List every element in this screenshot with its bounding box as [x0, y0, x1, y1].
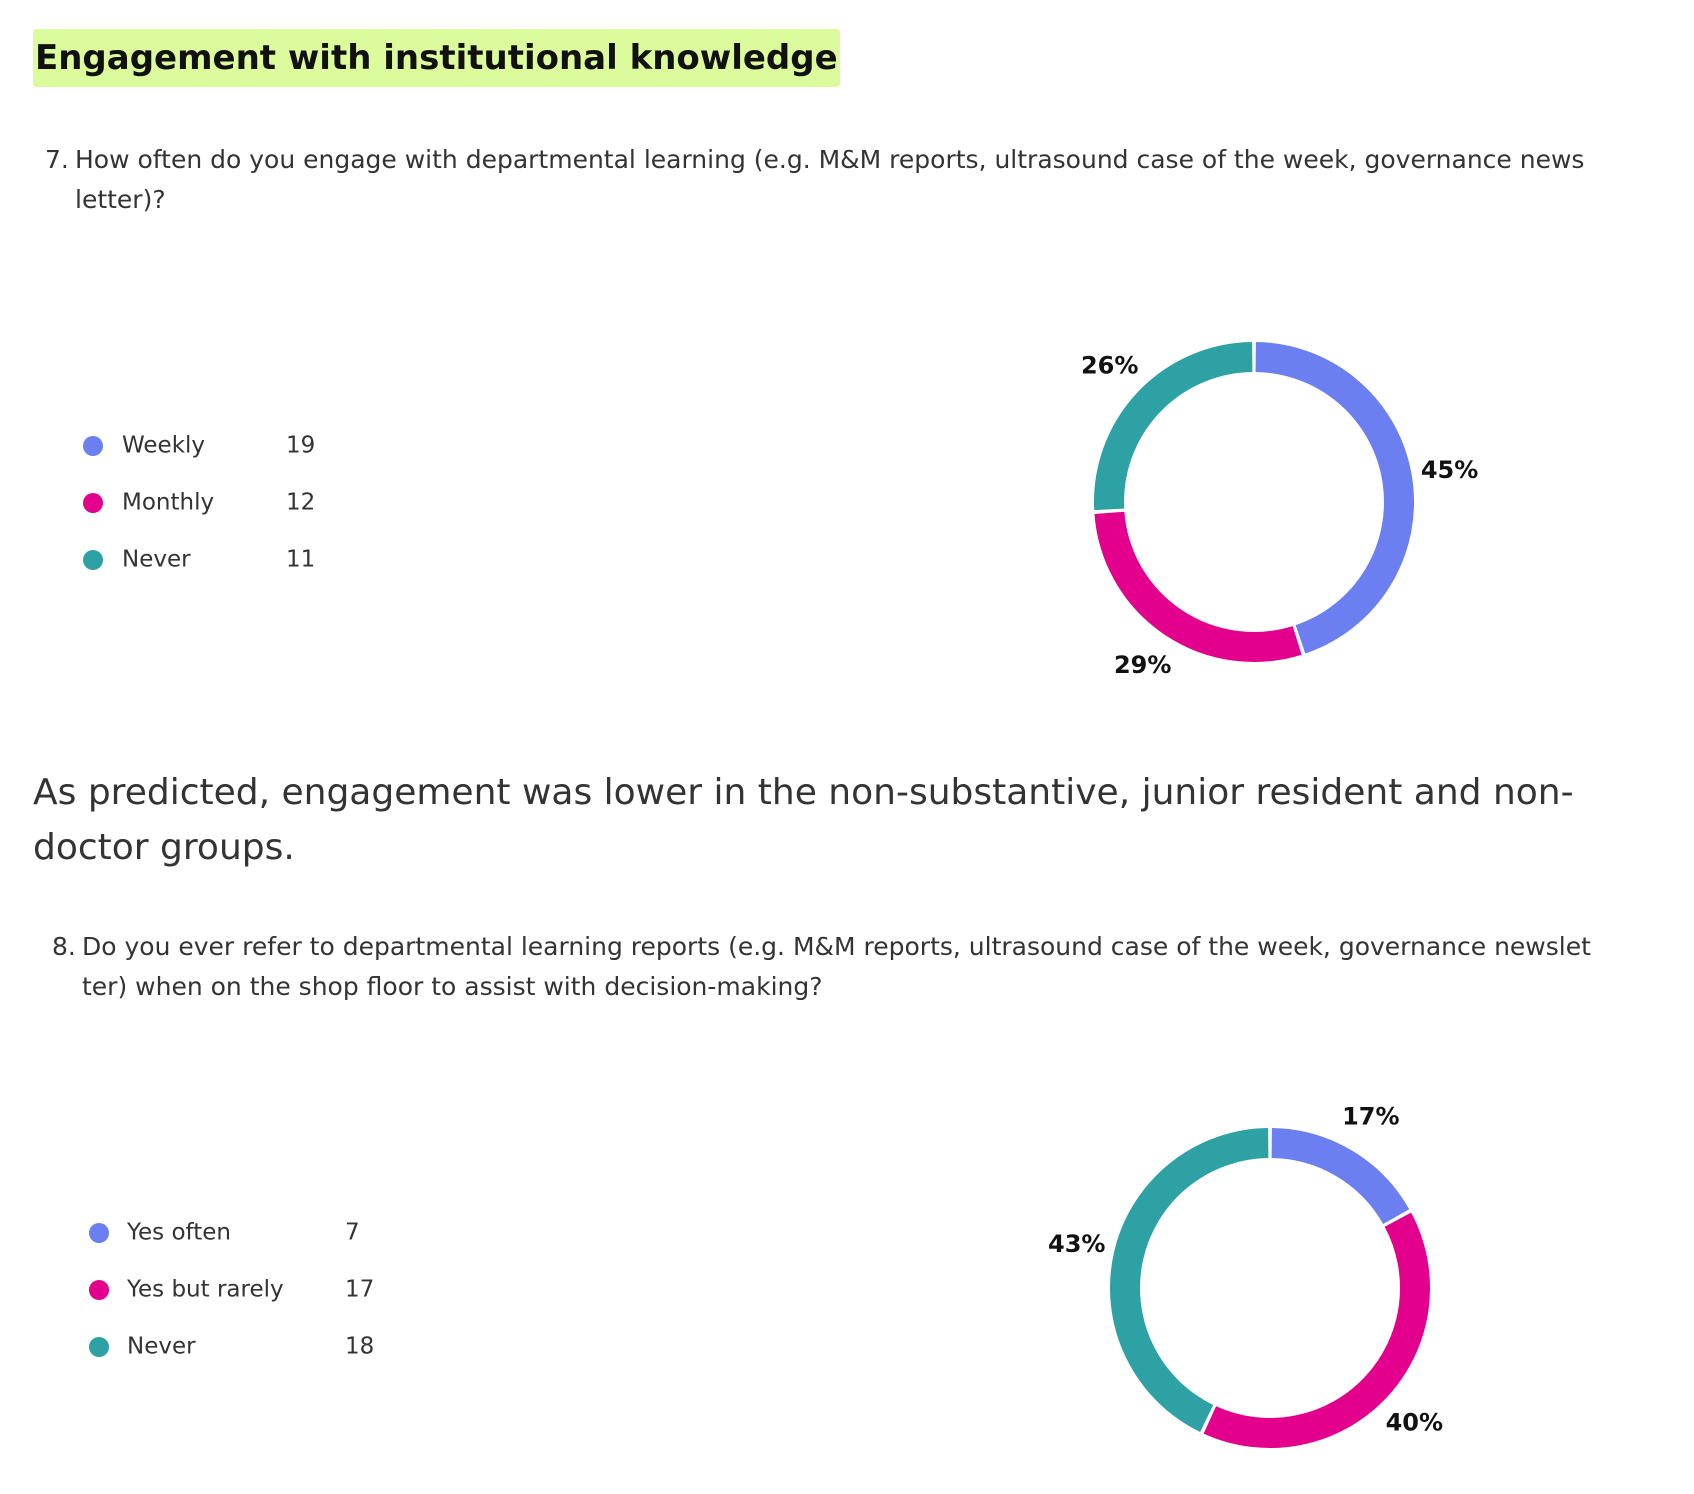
- percent-label: 26%: [1081, 351, 1138, 379]
- question-text: Do you ever refer to departmental learni…: [82, 932, 1591, 1001]
- donut-segment: [1203, 1212, 1430, 1448]
- donut-segment: [1094, 511, 1302, 662]
- legend-count: 12: [286, 490, 315, 516]
- legend-count: 7: [345, 1220, 360, 1246]
- legend-label: Monthly: [122, 490, 214, 516]
- donut-segment: [1110, 1128, 1269, 1432]
- legend-label: Never: [127, 1334, 196, 1360]
- legend-label: Never: [122, 547, 191, 573]
- question: 7. How often do you engage with departmen…: [45, 140, 1590, 220]
- legend-dot: [83, 550, 103, 570]
- percent-label: 17%: [1342, 1103, 1399, 1131]
- question: 8. Do you ever refer to departmental lear…: [52, 927, 1597, 1007]
- paragraph: As predicted, engagement was lower in th…: [33, 772, 1574, 868]
- legend-dot: [83, 493, 103, 513]
- question-number: 7.: [45, 145, 69, 174]
- legend-count: 18: [345, 1334, 374, 1360]
- percent-label: 43%: [1048, 1230, 1105, 1258]
- legend-dot: [83, 436, 103, 456]
- donut-segment: [1255, 342, 1414, 654]
- legend-count: 19: [286, 433, 315, 459]
- legend-label: Yes but rarely: [126, 1277, 284, 1303]
- question-text: How often do you engage with departmenta…: [75, 145, 1585, 214]
- legend-count: 17: [345, 1277, 374, 1303]
- question-number: 8.: [52, 932, 76, 961]
- donut-segment: [1271, 1128, 1410, 1225]
- legend-dot: [89, 1280, 109, 1300]
- legend-label: Weekly: [122, 433, 205, 459]
- legend-count: 11: [286, 547, 315, 573]
- legend-dot: [89, 1337, 109, 1357]
- percent-label: 40%: [1386, 1409, 1443, 1437]
- percent-label: 29%: [1114, 651, 1171, 679]
- percent-label: 45%: [1421, 456, 1478, 484]
- legend-label: Yes often: [126, 1220, 231, 1246]
- donut-segment: [1094, 342, 1253, 511]
- heading: Engagement with institutional knowledge: [33, 29, 840, 87]
- legend-dot: [89, 1223, 109, 1243]
